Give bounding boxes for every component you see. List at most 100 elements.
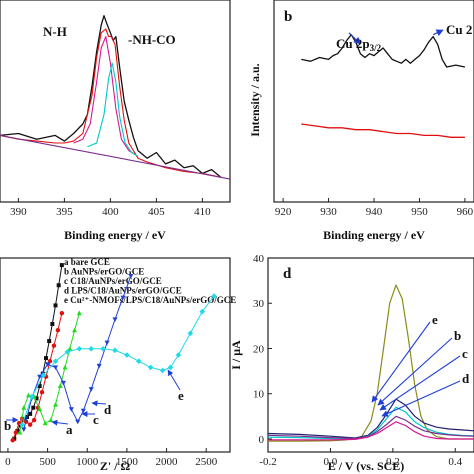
- nyquist-point-c: [21, 405, 27, 410]
- panel-d-x-tick-label: 0.0: [324, 456, 338, 468]
- legend-entry: c C18/AuNPs/erGO/GCE: [64, 276, 162, 286]
- nyquist-point-e: [211, 293, 217, 299]
- panel-d-y-tick-label: 30: [253, 298, 265, 310]
- panel-d-x-tick-label: 0.2: [386, 456, 400, 468]
- nyquist-point-c: [17, 429, 23, 435]
- panel-c-x-tick-label: 0: [5, 456, 11, 468]
- nyquist-point-d: [60, 380, 66, 386]
- nyquist-point-b: [39, 390, 45, 395]
- nyquist-point-c: [48, 417, 54, 423]
- nyquist-point-d: [68, 407, 74, 412]
- nyquist-point-e: [19, 421, 26, 428]
- curve-label-c: c: [93, 412, 99, 427]
- nyquist-point-c: [37, 406, 43, 412]
- nyquist-point-a: [53, 303, 58, 308]
- nyquist-point-c: [72, 327, 78, 333]
- cu2-arrow: [432, 29, 444, 37]
- nyquist-point-b: [59, 310, 65, 316]
- panel-b-xlabel: Binding energy / eV: [323, 228, 425, 242]
- panel-b-frame: [273, 0, 474, 203]
- nyquist-point-c: [62, 364, 68, 370]
- nyquist-point-d: [75, 419, 81, 425]
- panel-d-y-tick-label: 0: [259, 434, 265, 446]
- panel-c-x-tick-label: 1500: [116, 456, 139, 468]
- nyquist-point-d: [53, 365, 59, 370]
- panel-d-xlabel: E / V (vs. SCE): [328, 459, 405, 473]
- panel-a-xlabel: Binding energy / eV: [64, 228, 166, 242]
- panel-d-y-tick-label: 40: [253, 253, 265, 265]
- panel-d-x-tick-label: 0.4: [448, 456, 462, 468]
- nyquist-point-c: [42, 420, 48, 426]
- curve-label-b: b: [4, 418, 11, 433]
- nyquist-point-e: [64, 349, 71, 355]
- nyquist-point-c: [53, 402, 59, 407]
- panel-c-frame: [0, 257, 231, 453]
- panel-a-x-tick-label: 390: [10, 206, 27, 218]
- nyquist-point-e: [40, 372, 47, 378]
- dpv-label-arrow: [371, 321, 431, 403]
- panel-d-label: d: [283, 266, 292, 282]
- panel-a-frame: [0, 0, 231, 203]
- legend-entry: d LPS/C18/AuNPs/erGO/GCE: [64, 286, 182, 296]
- panel-d-x-tick-label: -0.2: [259, 456, 276, 468]
- nyquist-point-d: [21, 427, 27, 432]
- nyquist-point-c: [57, 383, 63, 388]
- panel-a-x-tick-label: 405: [148, 206, 165, 218]
- nyquist-point-e: [187, 330, 194, 337]
- dpv-curve-0: [268, 284, 474, 442]
- nyquist-point-e: [124, 352, 130, 358]
- nyquist-point-c: [76, 310, 82, 316]
- nyquist-point-e: [28, 394, 35, 400]
- curve-label-a: a: [66, 422, 73, 437]
- legend-entry: a bare GCE: [64, 257, 110, 267]
- nyquist-point-e: [199, 308, 206, 315]
- nyquist-point-e: [167, 364, 174, 371]
- xps-cu2p-upper-line: [301, 34, 466, 68]
- nyquist-point-b: [10, 438, 15, 443]
- nyquist-point-c: [67, 346, 73, 351]
- curve-label-arrow: [91, 400, 107, 407]
- nyquist-point-b: [13, 430, 19, 435]
- nyquist-point-e: [76, 346, 83, 352]
- panel-b-x-tick-label: 930: [320, 206, 337, 218]
- panel-b-ylabel: Intensity / a.u.: [248, 63, 262, 136]
- nyquist-point-b: [31, 417, 37, 423]
- nyquist-point-d: [88, 387, 94, 392]
- curve-label-arrow: [167, 369, 181, 391]
- nyquist-point-a: [28, 411, 33, 416]
- panel-d-ylabel: I / μA: [229, 340, 243, 370]
- annotation-nh: N-H: [43, 24, 67, 39]
- nyquist-point-e: [52, 358, 59, 364]
- nyquist-point-a: [15, 428, 20, 433]
- xps-cu2p-lower-line: [301, 123, 465, 138]
- curve-label-d: d: [104, 402, 112, 417]
- nyquist-point-a: [12, 436, 17, 441]
- nyquist-point-a: [31, 405, 36, 410]
- nyquist-line-a: [13, 265, 63, 439]
- nyquist-point-d: [104, 340, 110, 346]
- dpv-label-arrow: [381, 380, 461, 417]
- nyquist-point-a: [50, 322, 55, 326]
- panel-b: 920 930 940 950 960 b Cu 2p3/2 Cu 2 Intensit…: [248, 0, 474, 242]
- panel-c-xlabel: Z' / Ω: [100, 459, 131, 473]
- panel-a-x-tick-label: 395: [56, 206, 73, 218]
- dpv-label-c: c: [462, 346, 468, 361]
- nyquist-point-d: [37, 374, 43, 380]
- panel-c-x-tick-label: 1000: [76, 456, 99, 468]
- panel-d-y-tick-label: 10: [253, 389, 265, 401]
- xps-n1s-peak-NHCO-line: [87, 62, 139, 157]
- annotation-cu2: Cu 2: [446, 22, 472, 37]
- panel-c-x-tick-label: 500: [39, 456, 56, 468]
- nyquist-line-e: [21, 295, 215, 425]
- panel-b-x-tick-label: 960: [457, 206, 474, 218]
- nyquist-point-e: [135, 358, 142, 364]
- panel-d-y-tick-label: 20: [253, 343, 265, 355]
- nyquist-point-a: [37, 384, 42, 388]
- panel-d-frame: [267, 257, 474, 453]
- panel-b-x-tick-label: 940: [366, 206, 383, 218]
- nyquist-point-a: [59, 263, 64, 268]
- nyquist-point-a: [56, 283, 61, 288]
